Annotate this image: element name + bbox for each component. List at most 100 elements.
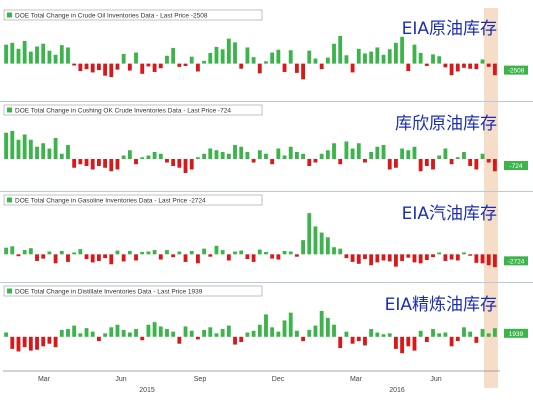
bar bbox=[474, 63, 479, 70]
bar bbox=[127, 63, 132, 71]
bar bbox=[115, 324, 120, 337]
bar bbox=[109, 254, 114, 265]
bar bbox=[406, 336, 411, 347]
bar bbox=[437, 155, 442, 159]
bar bbox=[16, 336, 21, 352]
bar bbox=[431, 159, 435, 170]
bar bbox=[28, 51, 33, 64]
bar bbox=[325, 57, 330, 64]
bar bbox=[239, 146, 244, 159]
last-price-box bbox=[504, 65, 528, 75]
bar bbox=[165, 329, 169, 337]
bar bbox=[165, 250, 169, 255]
x-label-jun-2015: Jun bbox=[115, 376, 126, 383]
legend-text: DOE Total Change in Cushing OK Crude Inv… bbox=[15, 108, 231, 115]
bar bbox=[294, 63, 299, 73]
bar bbox=[239, 336, 244, 342]
bar bbox=[492, 254, 497, 268]
bar bbox=[418, 52, 423, 64]
bar bbox=[84, 328, 89, 337]
bar bbox=[424, 63, 429, 66]
bar bbox=[369, 254, 374, 266]
bar bbox=[165, 159, 169, 163]
bar bbox=[282, 320, 287, 337]
bar bbox=[66, 145, 70, 159]
bar bbox=[171, 331, 176, 337]
bar bbox=[84, 63, 89, 70]
bar bbox=[294, 152, 299, 159]
bar bbox=[109, 159, 114, 172]
bar bbox=[276, 331, 281, 337]
bar bbox=[183, 63, 188, 66]
bar bbox=[28, 336, 33, 351]
bar bbox=[109, 327, 114, 337]
bar bbox=[313, 325, 318, 337]
bar bbox=[10, 131, 15, 159]
bar bbox=[474, 336, 479, 343]
bar bbox=[233, 336, 237, 345]
bar bbox=[307, 159, 312, 166]
bar bbox=[245, 47, 250, 64]
bar bbox=[424, 336, 429, 342]
bar bbox=[226, 38, 231, 64]
bar bbox=[270, 52, 275, 64]
bar bbox=[140, 63, 145, 74]
bar bbox=[189, 56, 194, 64]
bar bbox=[406, 63, 411, 72]
bar bbox=[59, 251, 64, 255]
bar bbox=[90, 63, 95, 73]
bar bbox=[103, 333, 108, 337]
bar bbox=[59, 45, 64, 64]
bar bbox=[220, 152, 225, 159]
bar bbox=[127, 150, 132, 159]
bar bbox=[183, 326, 188, 337]
legend-swatch bbox=[7, 197, 12, 203]
bar bbox=[103, 254, 108, 259]
bar bbox=[195, 336, 200, 340]
bar bbox=[220, 250, 225, 255]
bar bbox=[214, 333, 219, 337]
bar bbox=[270, 254, 275, 259]
bar bbox=[276, 49, 281, 64]
bar bbox=[152, 152, 157, 159]
x-label-year-2016: 2016 bbox=[389, 387, 405, 394]
bar bbox=[140, 251, 145, 255]
bar bbox=[22, 134, 27, 159]
bar bbox=[387, 333, 392, 337]
bar bbox=[325, 150, 330, 159]
bar bbox=[251, 159, 256, 163]
bar bbox=[264, 61, 268, 64]
bar bbox=[251, 330, 256, 337]
bar bbox=[214, 46, 219, 64]
bar bbox=[146, 251, 151, 255]
legend-box bbox=[3, 194, 263, 206]
bar bbox=[35, 46, 39, 64]
bar bbox=[202, 248, 207, 255]
legend-swatch bbox=[7, 12, 12, 18]
bar bbox=[431, 54, 435, 64]
highlight-band bbox=[484, 8, 498, 388]
bar bbox=[387, 49, 392, 64]
bar bbox=[115, 159, 120, 170]
bar bbox=[332, 247, 336, 255]
bar bbox=[443, 148, 448, 159]
chart-label-cn: 库欣原油库存 bbox=[395, 114, 497, 134]
bar bbox=[78, 249, 83, 255]
bar bbox=[338, 35, 343, 64]
bar bbox=[462, 63, 466, 68]
bar bbox=[437, 333, 442, 337]
bar bbox=[189, 251, 194, 255]
bar bbox=[288, 50, 293, 64]
last-price-label: -2508 bbox=[508, 68, 525, 75]
bar bbox=[455, 157, 460, 159]
bar bbox=[47, 336, 52, 344]
bar bbox=[90, 254, 95, 263]
bar bbox=[443, 332, 448, 337]
bar bbox=[492, 159, 497, 172]
bar bbox=[226, 153, 231, 159]
bar bbox=[363, 159, 367, 163]
bar bbox=[418, 330, 423, 337]
bar bbox=[10, 246, 15, 255]
bar bbox=[294, 330, 299, 337]
bar bbox=[332, 324, 336, 337]
